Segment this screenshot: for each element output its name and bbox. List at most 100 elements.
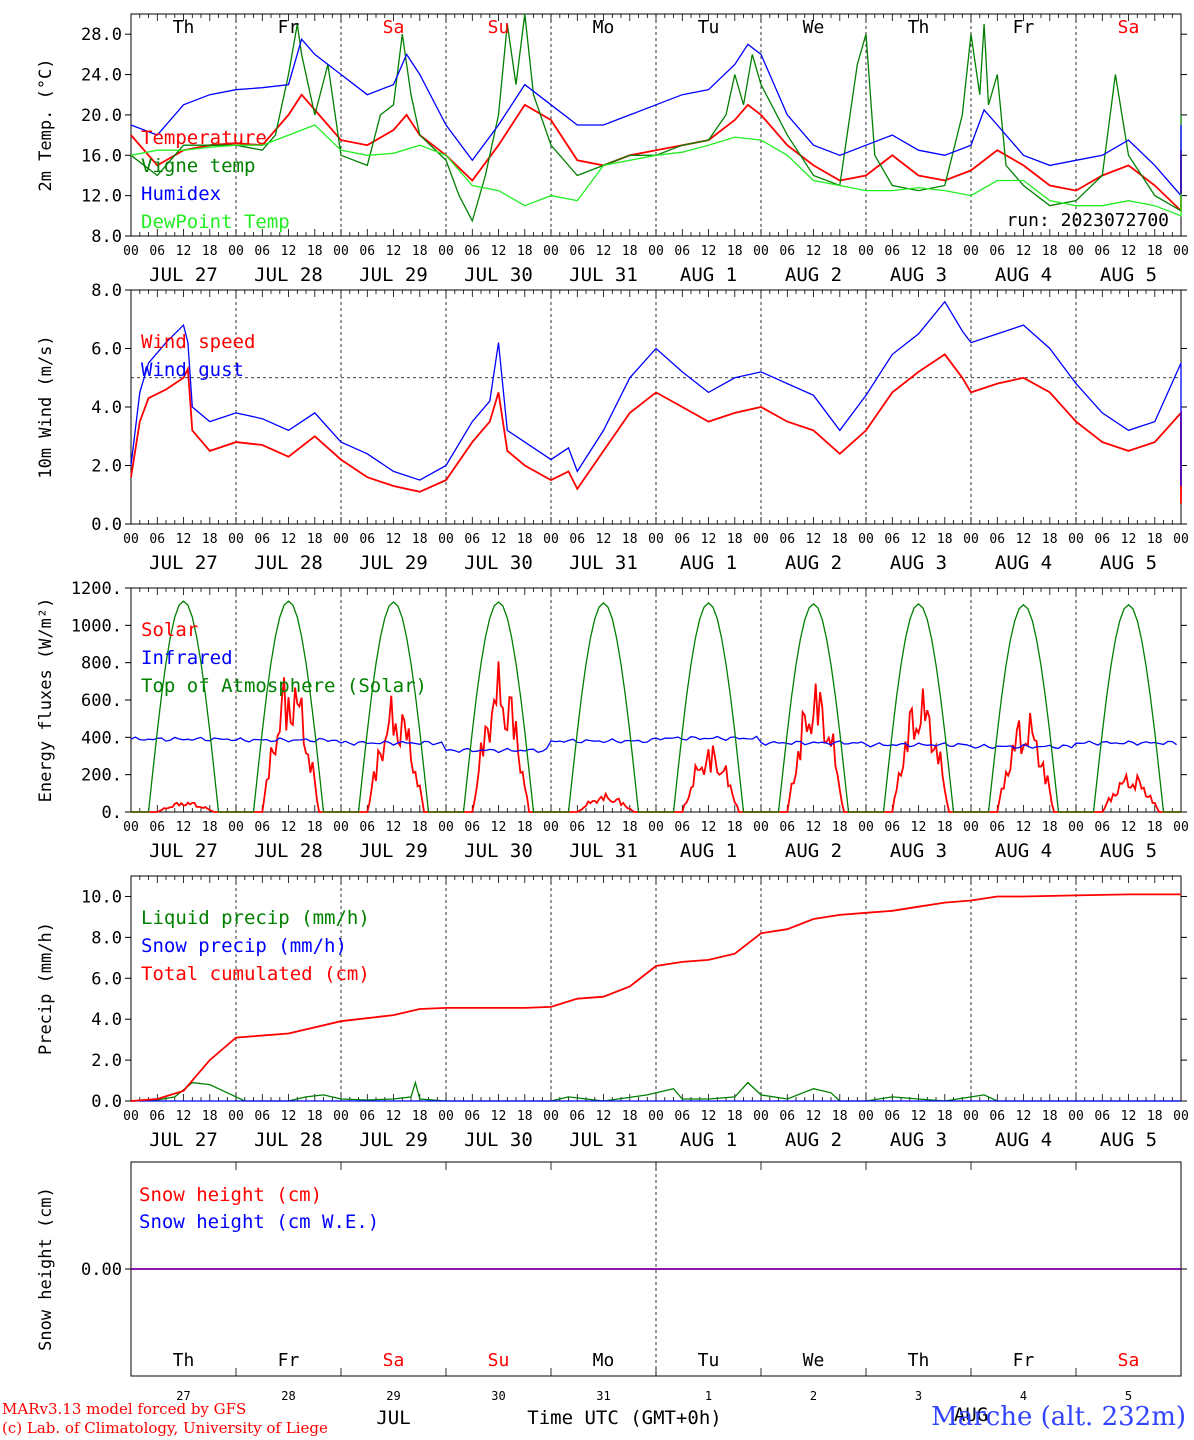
date-label: JUL 29: [359, 552, 428, 574]
hour-tick-label: 06: [359, 820, 375, 835]
hour-tick-label: 00: [858, 820, 874, 835]
hour-tick-label: 06: [779, 1109, 795, 1124]
hour-tick-label: 06: [569, 244, 585, 259]
hour-tick-label: 00: [1173, 532, 1189, 547]
date-label: AUG 1: [680, 840, 737, 862]
hour-tick-label: 00: [123, 244, 139, 259]
hour-tick-label: 12: [1121, 1109, 1137, 1124]
date-label: AUG 1: [680, 264, 737, 286]
hour-tick-label: 06: [989, 1109, 1005, 1124]
day-number-label: 4: [1020, 1389, 1027, 1403]
hour-tick-label: 12: [806, 532, 822, 547]
date-label: JUL 28: [254, 264, 323, 286]
hour-tick-label: 00: [858, 532, 874, 547]
hour-tick-label: 12: [596, 1109, 612, 1124]
hour-tick-label: 06: [1094, 820, 1110, 835]
hour-tick-label: 00: [858, 1109, 874, 1124]
hour-tick-label: 18: [1042, 244, 1058, 259]
date-label: AUG 1: [680, 552, 737, 574]
hour-tick-label: 00: [963, 532, 979, 547]
date-label: AUG 3: [890, 840, 947, 862]
hour-tick-label: 18: [412, 244, 428, 259]
hour-tick-label: 00: [543, 244, 559, 259]
hour-tick-label: 18: [517, 532, 533, 547]
hour-tick-label: 12: [386, 820, 402, 835]
date-label: JUL 29: [359, 264, 428, 286]
date-label: AUG 4: [995, 264, 1052, 286]
day-label: Fr: [1013, 17, 1035, 38]
date-label: AUG 5: [1100, 264, 1157, 286]
day-number-label: 3: [915, 1389, 922, 1403]
hour-tick-label: 00: [228, 244, 244, 259]
date-label: JUL 31: [569, 840, 638, 862]
hour-tick-label: 12: [911, 820, 927, 835]
day-label: Su: [488, 1350, 510, 1371]
day-label: Fr: [278, 1350, 300, 1371]
hour-tick-label: 18: [1147, 1109, 1163, 1124]
hour-tick-label: 06: [1094, 244, 1110, 259]
hour-tick-label: 00: [1068, 1109, 1084, 1124]
date-label: AUG 3: [890, 1129, 947, 1151]
day-label: We: [803, 1350, 825, 1371]
hour-tick-label: 06: [254, 244, 270, 259]
day-number-label: 31: [596, 1389, 610, 1403]
hour-tick-label: 18: [1042, 1109, 1058, 1124]
hour-tick-label: 12: [176, 244, 192, 259]
hour-tick-label: 00: [123, 820, 139, 835]
hour-tick-label: 06: [149, 820, 165, 835]
legend-entry: Humidex: [141, 183, 221, 205]
hour-tick-label: 00: [753, 532, 769, 547]
y-axis-label: Snow height (cm): [36, 1187, 56, 1351]
hour-tick-label: 00: [438, 532, 454, 547]
hour-tick-label: 00: [1173, 1109, 1189, 1124]
date-label: AUG 5: [1100, 1129, 1157, 1151]
hour-tick-label: 18: [202, 1109, 218, 1124]
hour-tick-label: 18: [1042, 820, 1058, 835]
hour-tick-label: 18: [727, 1109, 743, 1124]
hour-tick-label: 06: [149, 1109, 165, 1124]
date-label: AUG 2: [785, 840, 842, 862]
legend-entry: Infrared: [141, 647, 233, 669]
hour-tick-label: 06: [569, 820, 585, 835]
hour-tick-label: 18: [307, 244, 323, 259]
hour-tick-label: 12: [701, 820, 717, 835]
day-label: Sa: [383, 17, 405, 38]
series-line: [130, 300, 1182, 486]
hour-tick-label: 06: [149, 244, 165, 259]
hour-tick-label: 00: [333, 1109, 349, 1124]
y-tick-label: 0.0: [91, 1092, 122, 1112]
hour-tick-label: 06: [1094, 1109, 1110, 1124]
y-axis-label: 2m Temp. (°C): [36, 58, 56, 191]
series-line: [130, 124, 1182, 217]
legend-entry: Total cumulated (cm): [141, 963, 370, 985]
hour-tick-label: 18: [1147, 532, 1163, 547]
hour-tick-label: 06: [359, 244, 375, 259]
date-label: JUL 31: [569, 552, 638, 574]
hour-tick-label: 06: [884, 532, 900, 547]
hour-tick-label: 00: [438, 1109, 454, 1124]
hour-tick-label: 12: [176, 1109, 192, 1124]
hour-tick-label: 06: [254, 1109, 270, 1124]
date-label: JUL 31: [569, 1129, 638, 1151]
legend-entry: DewPoint Temp: [141, 211, 290, 233]
day-label: Mo: [593, 1350, 615, 1371]
day-number-label: 28: [281, 1389, 295, 1403]
hour-tick-label: 12: [1016, 1109, 1032, 1124]
date-label: JUL 30: [464, 840, 533, 862]
hour-tick-label: 00: [543, 532, 559, 547]
hour-tick-label: 12: [596, 532, 612, 547]
day-number-label: 27: [176, 1389, 190, 1403]
hour-tick-label: 12: [176, 820, 192, 835]
y-axis-label: Precip (mm/h): [36, 922, 56, 1055]
hour-tick-label: 06: [884, 820, 900, 835]
date-label: JUL 29: [359, 1129, 428, 1151]
hour-tick-label: 00: [1068, 244, 1084, 259]
hour-tick-label: 18: [832, 1109, 848, 1124]
footer-lab-credit: (c) Lab. of Climatology, University of L…: [2, 1419, 328, 1437]
hour-tick-label: 06: [149, 532, 165, 547]
legend-entry: Temperature: [141, 127, 267, 149]
day-number-label: 2: [810, 1389, 817, 1403]
hour-tick-label: 00: [333, 820, 349, 835]
hour-tick-label: 18: [307, 532, 323, 547]
